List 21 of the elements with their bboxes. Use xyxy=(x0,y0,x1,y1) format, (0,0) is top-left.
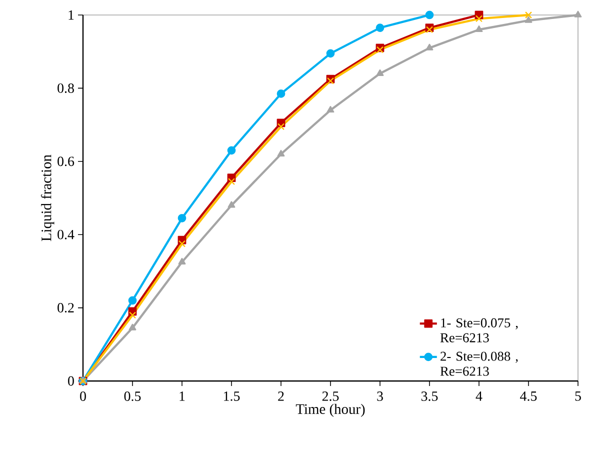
x-tick-label: 3 xyxy=(377,392,383,401)
x-tick-label: 4 xyxy=(476,392,482,401)
x-tick-label: 1 xyxy=(180,392,185,401)
x-tick-label: 1.5 xyxy=(224,392,240,401)
x-tick-label: 0.5 xyxy=(124,392,141,401)
x-axis-title: Time (hour) xyxy=(296,404,365,417)
x-tick-label: 4.5 xyxy=(520,392,537,401)
y-tick-label: 0.8 xyxy=(58,83,74,93)
y-tick-label: 0.2 xyxy=(58,303,74,313)
legend-label: 1- Ste=0.075 , Re=6213 xyxy=(440,318,518,342)
y-tick-label: 0 xyxy=(68,376,74,386)
x-tick-label: 3.5 xyxy=(421,392,438,401)
x-tick-label: 0 xyxy=(80,392,86,401)
y-tick-label: 0.6 xyxy=(58,156,74,166)
y-tick-label: 0.4 xyxy=(58,230,74,240)
x-tick-label: 2.5 xyxy=(322,392,339,401)
x-tick-label: 5 xyxy=(575,392,581,401)
y-axis-title: Liquid fraction xyxy=(40,154,54,242)
y-tick-label: 1 xyxy=(68,10,74,20)
x-tick-label: 2 xyxy=(278,392,284,401)
legend-label: 2- Ste=0.088 , Re=6213 xyxy=(440,352,518,376)
